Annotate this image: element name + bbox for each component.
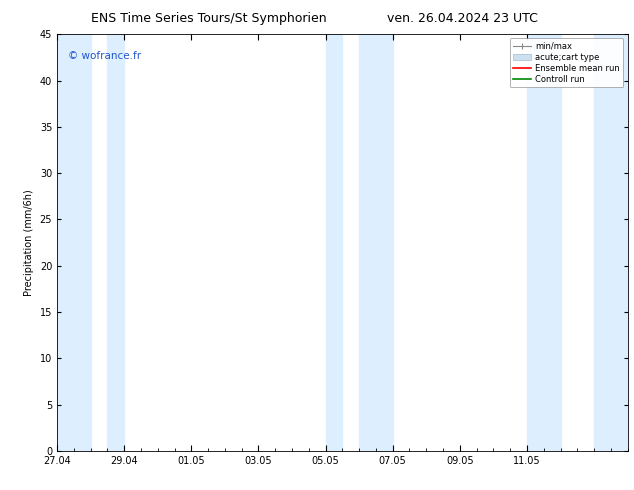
Text: ENS Time Series Tours/St Symphorien: ENS Time Series Tours/St Symphorien <box>91 12 327 25</box>
Bar <box>57 34 91 451</box>
Legend: min/max, acute;cart type, Ensemble mean run, Controll run: min/max, acute;cart type, Ensemble mean … <box>510 39 623 87</box>
Bar <box>527 34 560 451</box>
Bar <box>326 34 342 451</box>
Bar <box>107 34 124 451</box>
Text: © wofrance.fr: © wofrance.fr <box>68 51 141 61</box>
Text: ven. 26.04.2024 23 UTC: ven. 26.04.2024 23 UTC <box>387 12 538 25</box>
Bar <box>359 34 392 451</box>
Y-axis label: Precipitation (mm/6h): Precipitation (mm/6h) <box>24 189 34 296</box>
Bar <box>594 34 628 451</box>
